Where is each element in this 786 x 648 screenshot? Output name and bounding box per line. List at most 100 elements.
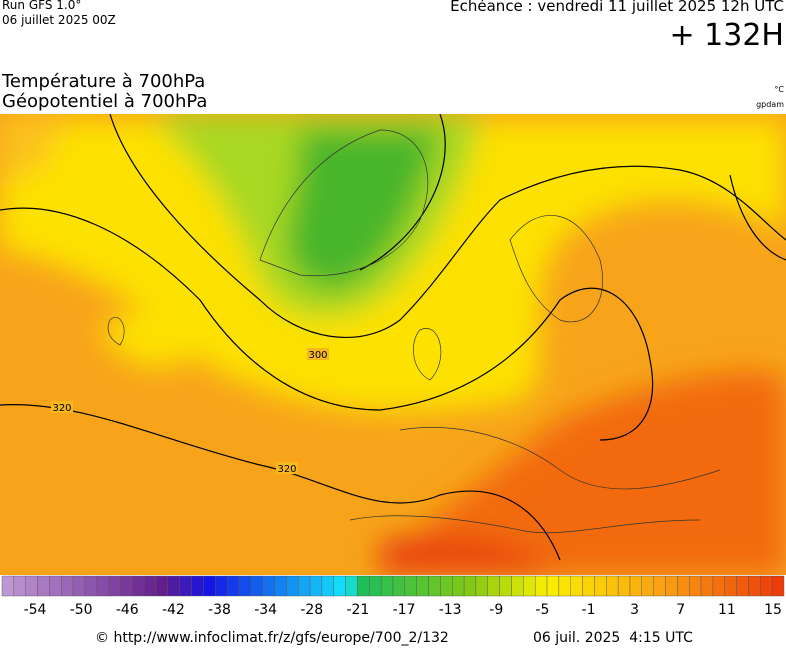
colorbar-tick-label: 11 [718,602,736,618]
colorbar-swatch [416,575,429,597]
colorbar-swatch [523,575,536,597]
colorbar-swatch [1,575,15,597]
colorbar-swatch [724,575,737,597]
colorbar-swatch [167,575,180,597]
lead-time: + 132H [669,18,785,53]
contour-label: 300 [308,350,327,361]
colorbar-swatch [475,575,488,597]
colorbar-tick-label: 3 [630,602,639,618]
coastlines [107,129,721,534]
colorbar-swatch [143,575,157,597]
colorbar-swatch [345,575,358,597]
colorbar-swatch [641,575,654,597]
colorbar-swatch [760,575,773,597]
colorbar-swatch [677,575,690,597]
colorbar-swatch [37,575,50,597]
unit-temp: °C [774,85,784,94]
colorbar-swatch [250,575,263,597]
colorbar-swatch [49,575,62,597]
footer-source: © http://www.infoclimat.fr/z/gfs/europe/… [95,630,449,646]
colorbar-swatch [191,575,204,597]
colorbar-swatch [321,575,334,597]
colorbar-swatch [286,575,299,597]
geopotential-contours [0,114,786,561]
colorbar-swatch [617,575,631,597]
colorbar-swatch [25,575,38,597]
colorbar-swatch [534,575,548,597]
colorbar-tick-label: -42 [162,602,185,618]
colorbar-swatch [120,575,133,597]
colorbar-swatch [84,575,97,597]
contour-label-bg [51,401,73,413]
run-date: 06 juillet 2025 00Z [2,13,116,27]
colorbar-tick-label: -13 [439,602,462,618]
colorbar-tick-label: 7 [676,602,685,618]
colorbar-swatch [215,575,228,597]
colorbar-swatch [404,575,417,597]
colorbar-tick-label: -54 [24,602,47,618]
colorbar-swatch [712,575,725,597]
colorbar-swatch [594,575,607,597]
colorbar-swatch [771,575,785,597]
colorbar-swatch [238,575,252,597]
colorbar-tick-label: 15 [764,602,782,618]
run-label: Run GFS 1.0° [2,0,82,12]
colorbar-swatch [499,575,512,597]
colorbar-swatch [546,575,560,597]
colorbar-swatch [357,575,370,597]
colorbar-swatch [262,575,275,597]
colorbar-swatch [203,575,216,597]
colorbar: -54 -50 -46 -42 -38 -34 -28 -21 -17 -13 -9 -5 -1 3 7 11… [1,575,785,618]
colorbar-swatch [96,575,109,597]
colorbar-swatch [392,575,406,597]
colorbar-tick-label: -34 [254,602,277,618]
colorbar-swatch [700,575,714,597]
colorbar-swatch [606,575,619,597]
colorbar-swatch [179,575,192,597]
contour-label: 320 [277,464,296,475]
colorbar-swatch [108,575,121,597]
contour-label-bg [276,462,298,474]
colorbar-swatch [452,575,465,597]
footer-generated: 06 juil. 2025 4:15 UTC [533,630,693,646]
colorbar-swatch [61,575,74,597]
colorbar-swatch [463,575,477,597]
colorbar-swatch [689,575,702,597]
colorbar-swatch [558,575,571,597]
unit-geo: gpdam [756,100,784,109]
colorbar-swatch [72,575,86,597]
colorbar-tick-label: -21 [346,602,369,618]
colorbar-swatch [369,575,382,597]
colorbar-swatch [428,575,441,597]
contour-label-bg [307,348,329,360]
colorbar-tick-label: -50 [70,602,93,618]
colorbar-swatch [274,575,287,597]
title-geo: Géopotentiel à 700hPa [2,91,208,112]
colorbar-swatch [582,575,595,597]
colorbar-swatch [155,575,169,597]
colorbar-swatch [226,575,240,597]
colorbar-swatch [309,575,323,597]
colorbar-swatch [13,575,26,597]
colorbar-tick-label: -38 [208,602,231,618]
colorbar-tick-label: -5 [535,602,549,618]
colorbar-tick-label: -17 [393,602,416,618]
colorbar-tick-label: -9 [489,602,503,618]
colorbar-swatch [629,575,643,597]
colorbar-tick-label: -28 [300,602,323,618]
colorbar-swatch [748,575,761,597]
colorbar-swatch [440,575,453,597]
colorbar-swatch [380,575,394,597]
colorbar-swatch [570,575,583,597]
title-temp: Température à 700hPa [2,71,206,92]
contour-labels: 300 320 320 [51,348,329,475]
colorbar-tick-label: -46 [116,602,139,618]
colorbar-swatch [298,575,311,597]
colorbar-swatch [665,575,678,597]
colorbar-swatch [333,575,346,597]
colorbar-swatch [487,575,500,597]
colorbar-swatch [653,575,666,597]
colorbar-swatch [511,575,524,597]
